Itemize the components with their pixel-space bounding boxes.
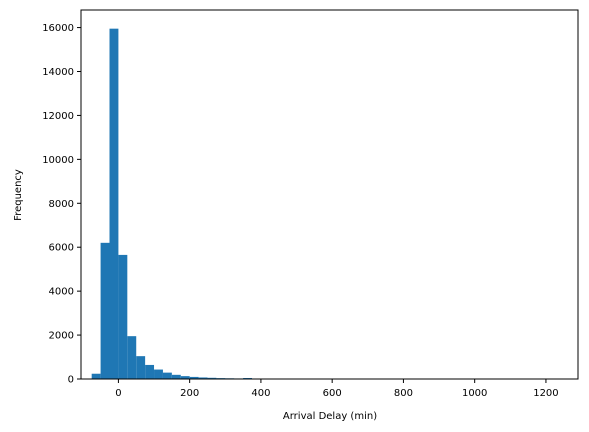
y-axis-ticks: 0 2000 4000 6000 8000 10000 12000 14000 16000 [42, 23, 81, 386]
histogram-bar [189, 376, 199, 379]
histogram-bar [127, 336, 137, 379]
x-tick-label: 0 [115, 388, 121, 399]
histogram-bar [109, 28, 119, 379]
histogram-bar [136, 356, 146, 379]
y-tick-label: 6000 [49, 243, 74, 254]
histogram-bar [171, 374, 181, 379]
histogram-bar [100, 242, 110, 379]
x-tick-label: 1000 [462, 388, 487, 399]
histogram-bar [91, 373, 101, 379]
x-axis-ticks: 0 200 400 600 800 1000 1200 [115, 379, 559, 399]
x-axis-label: Arrival Delay (min) [283, 411, 377, 422]
y-tick-label: 2000 [49, 331, 74, 342]
y-tick-label: 0 [68, 375, 74, 386]
histogram-bar [145, 364, 155, 379]
histogram-bar [207, 377, 217, 379]
histogram-bar [118, 254, 128, 379]
y-tick-label: 12000 [42, 111, 74, 122]
y-tick-label: 4000 [49, 287, 74, 298]
x-tick-label: 600 [323, 388, 342, 399]
y-tick-label: 16000 [42, 23, 74, 34]
x-tick-label: 800 [394, 388, 413, 399]
histogram-bars [91, 28, 573, 379]
x-tick-label: 1200 [533, 388, 558, 399]
histogram-bar [162, 372, 172, 379]
y-tick-label: 8000 [49, 199, 74, 210]
x-tick-label: 400 [251, 388, 270, 399]
y-tick-label: 14000 [42, 67, 74, 78]
y-axis-label: Frequency [13, 169, 24, 221]
histogram-bar [154, 369, 163, 379]
histogram-bar [198, 377, 208, 379]
histogram-bar [180, 376, 190, 379]
plot-frame [80, 9, 579, 380]
x-tick-label: 200 [180, 388, 199, 399]
y-tick-label: 10000 [42, 155, 74, 166]
